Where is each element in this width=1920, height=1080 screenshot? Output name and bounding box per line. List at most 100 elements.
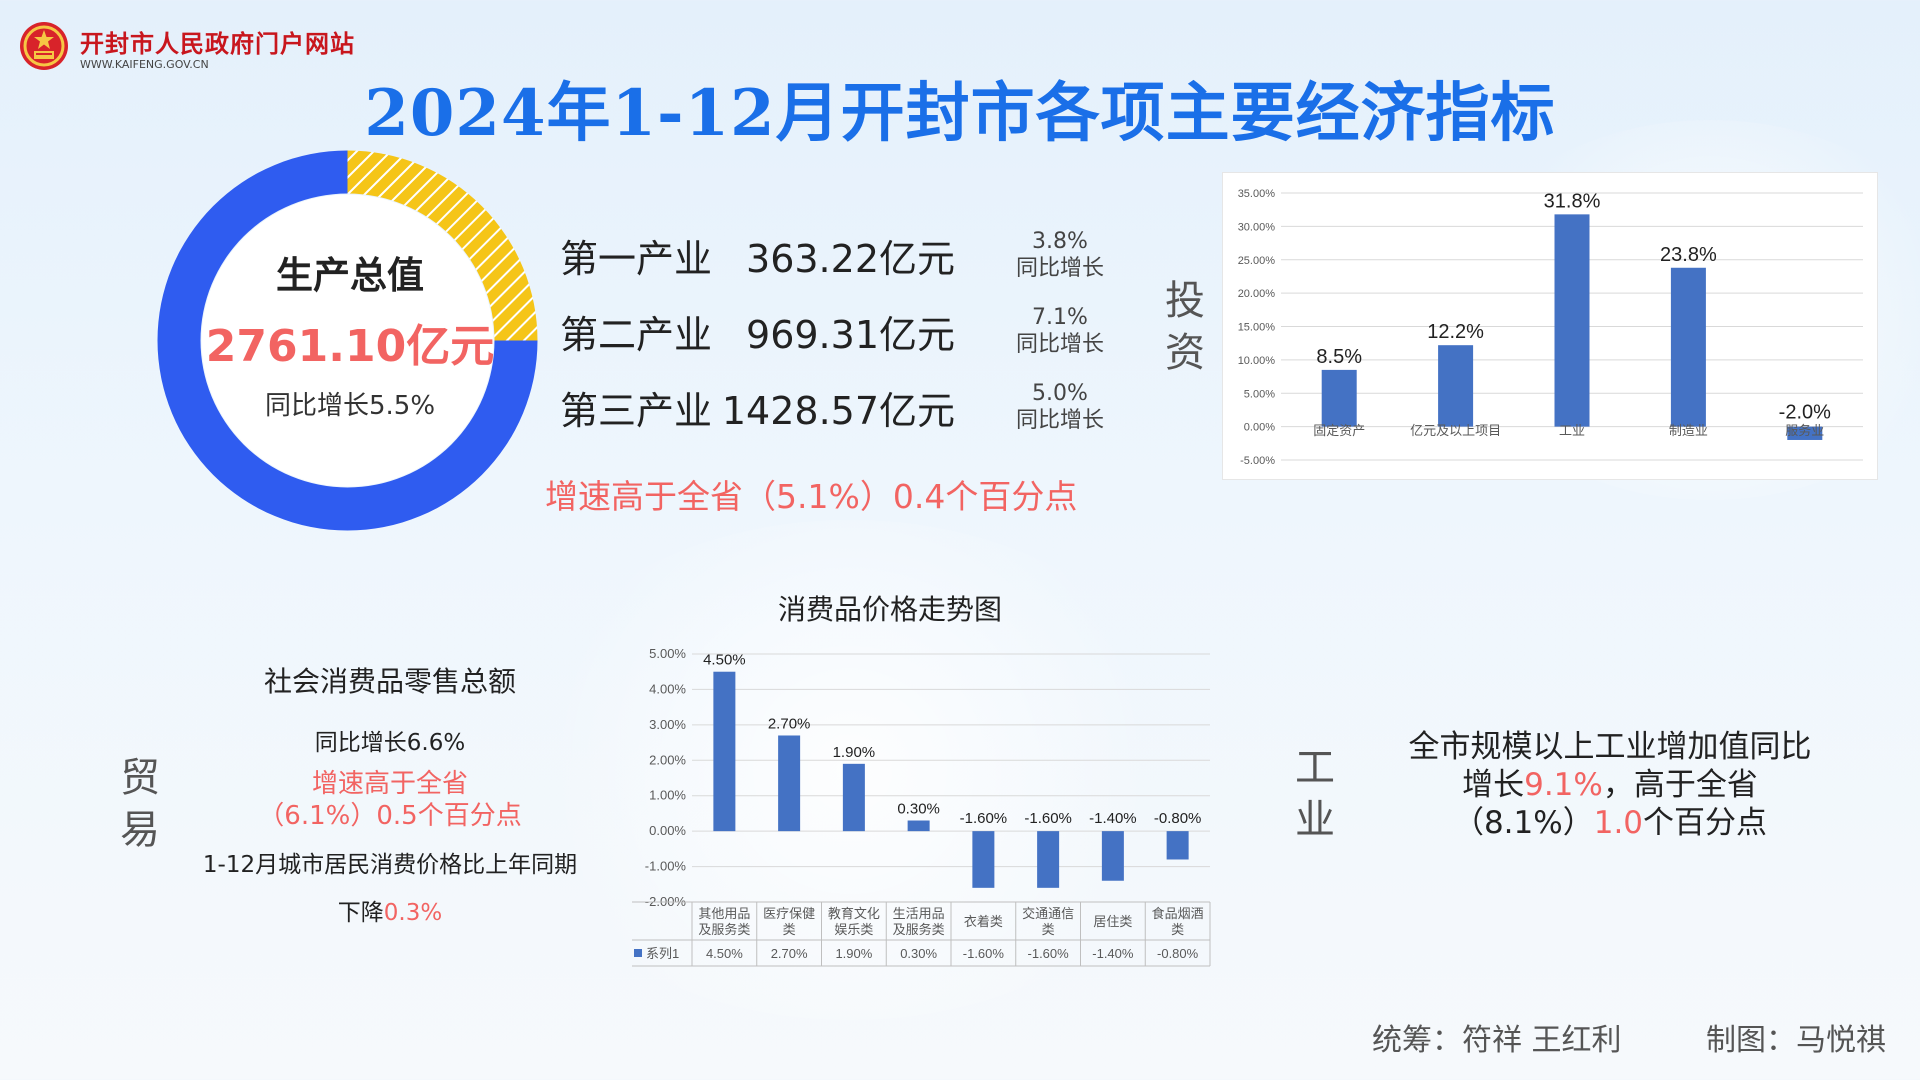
x-category-label: 居住类: [1093, 914, 1132, 929]
industry-rate-label: 同比增长: [1015, 408, 1104, 433]
bar: [1101, 831, 1124, 881]
x-category-label: 类: [1171, 922, 1184, 937]
investment-section-label: 投 资: [1160, 275, 1210, 379]
industry-label-char: 业: [1295, 797, 1335, 843]
gdp-value: 2761.10亿元: [205, 321, 495, 372]
industry-summary-line1: 全市规模以上工业增加值同比: [1408, 729, 1812, 765]
data-label: 2.70%: [768, 715, 811, 732]
data-label: 4.50%: [703, 652, 746, 669]
y-tick-label: -1.00%: [645, 859, 687, 874]
table-value: -1.60%: [1028, 946, 1070, 961]
industry-name: 第一产业: [560, 237, 713, 281]
legend-series-name: 系列1: [646, 946, 679, 961]
x-category-label: 食品烟酒: [1152, 906, 1204, 921]
trade-label-char: 易: [120, 807, 160, 853]
investment-label-char: 投: [1165, 278, 1205, 324]
secondary-industry-row: 第二产业 969.31亿元 7.1% 同比增长: [560, 304, 1120, 364]
data-label: 1.90%: [833, 744, 876, 761]
gdp-donut-chart: [157, 150, 538, 531]
cpi-chart-title: 消费品价格走势图: [777, 593, 1002, 626]
data-label: -0.80%: [1154, 810, 1202, 827]
cpi-chart-frame: 5.00% 4.00% 3.00% 2.00% 1.00% 0.00% -1.00% -2.0…: [627, 632, 1212, 970]
y-tick-label: 4.00%: [649, 681, 686, 696]
industry-summary-line2: 增长9.1%，高于全省: [1370, 766, 1850, 804]
x-category-label: 类: [783, 922, 796, 937]
y-tick-label: 15.00%: [1238, 322, 1276, 334]
line-suffix: ，高于全省: [1602, 767, 1758, 803]
industry-section-label: 工 业: [1290, 742, 1340, 846]
cpi-change-value: 0.3%: [383, 900, 443, 926]
government-emblem-logo[interactable]: [18, 20, 70, 72]
bar: [842, 763, 865, 832]
industry-rate-value: 7.1%: [1032, 305, 1088, 330]
bar: [1554, 214, 1590, 427]
data-label: 8.5%: [1316, 346, 1362, 368]
footer-coordinator: 统筹：符祥 王红利: [1372, 1023, 1622, 1058]
x-category-label: 固定资产: [1313, 423, 1365, 438]
y-tick-label: 0.00%: [1244, 422, 1275, 434]
investment-chart-frame: 35.00% 30.00% 25.00% 20.00% 15.00% 10.00% 5.00…: [1222, 172, 1878, 480]
investment-label-char: 资: [1165, 330, 1205, 376]
y-tick-label: 20.00%: [1238, 288, 1276, 300]
x-category-label: 教育文化: [828, 906, 880, 921]
table-value: 1.90%: [835, 946, 872, 961]
x-category-label: 医疗保健: [763, 906, 815, 921]
data-label: -1.60%: [960, 810, 1008, 827]
y-tick-label: 3.00%: [649, 717, 686, 732]
table-value: 0.30%: [900, 946, 937, 961]
x-category-label: 娱乐类: [834, 922, 873, 937]
y-tick-label: 2.00%: [649, 752, 686, 767]
line-prefix: （8.1%）: [1452, 805, 1594, 841]
data-label: 12.2%: [1427, 321, 1484, 343]
investment-bar-chart: 35.00% 30.00% 25.00% 20.00% 15.00% 10.00% 5.00…: [1238, 188, 1863, 467]
table-value: -0.80%: [1157, 946, 1199, 961]
bar: [972, 831, 995, 888]
bar: [1321, 369, 1357, 427]
x-category-label: 亿元及以上项目: [1410, 423, 1501, 438]
data-label: 31.8%: [1544, 190, 1601, 212]
y-tick-label: 35.00%: [1238, 188, 1276, 200]
industry-name: 第二产业: [560, 313, 713, 357]
line-suffix: 个百分点: [1643, 805, 1768, 841]
y-tick-label: 25.00%: [1238, 255, 1276, 267]
bar: [1787, 426, 1823, 440]
data-label: 0.30%: [897, 801, 940, 818]
donut-slice-primary: [347, 150, 538, 341]
industry-rate: 7.1% 同比增长: [990, 304, 1130, 358]
x-category-label: 衣着类: [964, 914, 1003, 929]
page-title: 2024年1-12月开封市各项主要经济指标: [364, 76, 1556, 151]
x-category-label: 其他用品: [698, 906, 750, 921]
industry-label-char: 工: [1295, 745, 1335, 791]
site-title[interactable]: 开封市人民政府门户网站: [80, 30, 355, 58]
x-category-label: 制造业: [1669, 423, 1708, 438]
legend-swatch: [634, 949, 642, 957]
tertiary-industry-row: 第三产业 1428.57亿元 5.0% 同比增长: [560, 380, 1120, 440]
retail-sales-title: 社会消费品零售总额: [263, 665, 516, 698]
y-tick-label: 10.00%: [1238, 355, 1276, 367]
industry-growth-value: 9.1%: [1524, 767, 1603, 803]
cpi-bar-chart: 5.00%4.00%3.00%2.00%1.00%0.00%-1.00%-2.0…: [627, 646, 1211, 967]
bar: [778, 735, 801, 832]
primary-industry-row: 第一产业 363.22亿元 3.8% 同比增长: [560, 228, 1120, 288]
retail-compare-line1: 增速高于全省: [311, 769, 468, 799]
x-category-label: 及服务类: [698, 922, 750, 937]
donut-slice-tertiary: [157, 150, 348, 531]
bar: [1037, 831, 1060, 888]
data-label: 23.8%: [1660, 244, 1717, 266]
industry-rate-label: 同比增长: [1015, 332, 1104, 357]
x-category-label: 服务业: [1785, 423, 1824, 438]
table-value: 4.50%: [706, 946, 743, 961]
industry-diff-value: 1.0: [1593, 805, 1644, 841]
industry-name: 第三产业: [560, 389, 713, 433]
y-tick-label: 5.00%: [1244, 388, 1275, 400]
trade-label-char: 贸: [120, 755, 160, 801]
industry-value: 1428.57亿元: [721, 389, 955, 433]
donut-center: [201, 194, 494, 487]
industry-rate-value: 5.0%: [1032, 381, 1088, 406]
cpi-description: 1-12月城市居民消费价格比上年同期: [202, 852, 578, 878]
industry-value: 969.31亿元: [746, 313, 955, 357]
donut-slice-secondary: [347, 340, 538, 531]
line-prefix: 增长: [1462, 767, 1525, 803]
site-url[interactable]: WWW.KAIFENG.GOV.CN: [80, 58, 209, 71]
x-category-label: 工业: [1559, 423, 1585, 438]
